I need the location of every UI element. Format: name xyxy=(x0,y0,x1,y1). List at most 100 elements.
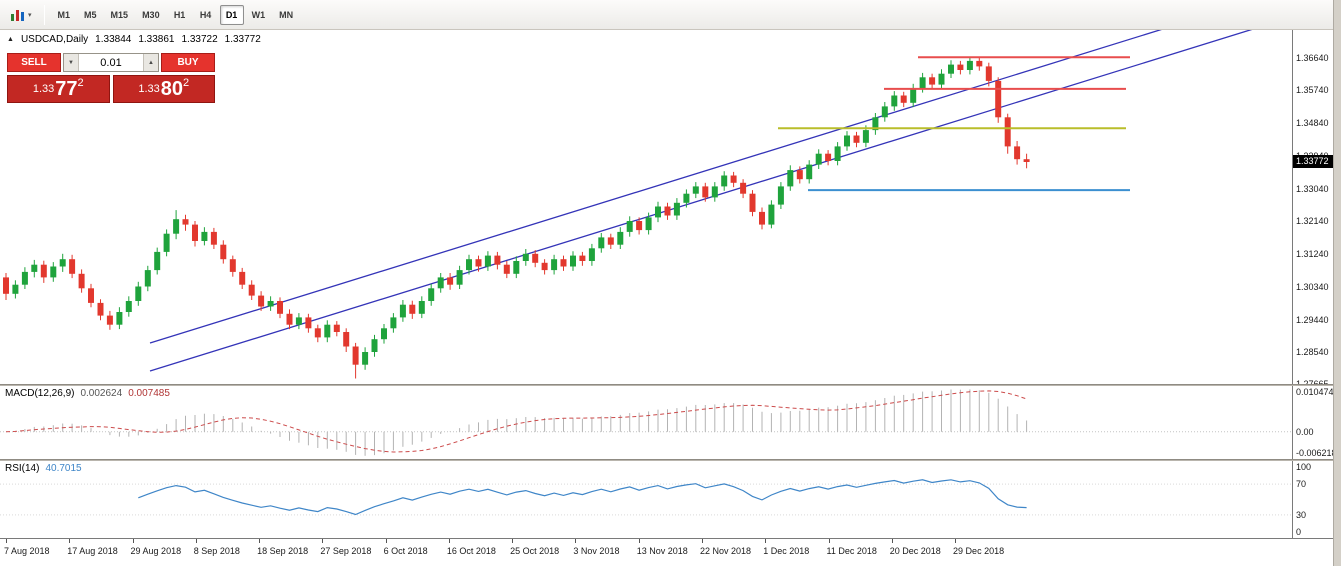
ohlc-close: 1.33772 xyxy=(224,34,261,45)
ohlc-low: 1.33722 xyxy=(181,34,218,45)
price-axis[interactable]: 1.366401.357401.348401.339401.330401.321… xyxy=(1292,30,1333,384)
time-axis-tick xyxy=(765,539,767,543)
time-axis-label: 22 Nov 2018 xyxy=(699,546,752,556)
volume-decrease-button[interactable]: ▼ xyxy=(64,54,79,71)
window-scrollbar[interactable] xyxy=(1333,0,1341,566)
bar-chart-icon xyxy=(10,8,25,22)
time-axis-tick xyxy=(701,539,703,543)
rsi-axis-label: 30 xyxy=(1296,509,1307,520)
candlestick-chart[interactable] xyxy=(0,30,1292,384)
time-axis-label: 11 Dec 2018 xyxy=(826,546,877,556)
time-axis-label: 18 Sep 2018 xyxy=(257,546,309,556)
time-axis-label: 7 Aug 2018 xyxy=(4,546,50,556)
macd-title: MACD(12,26,9) xyxy=(5,388,75,399)
volume-increase-button[interactable]: ▲ xyxy=(143,54,158,71)
time-axis-tick xyxy=(955,539,957,543)
time-axis-tick xyxy=(891,539,893,543)
symbol-label: USDCAD,Daily xyxy=(20,34,89,45)
macd-chart xyxy=(0,389,1292,456)
time-axis-tick xyxy=(575,539,577,543)
panel-splitter[interactable] xyxy=(0,459,1333,461)
rsi-title: RSI(14) xyxy=(5,463,40,474)
buy-price-display[interactable]: 1.33 80 2 xyxy=(112,75,215,103)
buy-button[interactable]: BUY xyxy=(161,53,215,72)
time-axis-tick xyxy=(259,539,261,543)
chevron-up-icon: ▲ xyxy=(148,59,154,66)
price-axis-label: 1.28540 xyxy=(1296,347,1329,358)
time-axis-tick xyxy=(828,539,830,543)
macd-main-value: 0.002624 xyxy=(80,388,123,399)
timeframe-button-M30[interactable]: M30 xyxy=(136,5,166,25)
time-axis[interactable]: 7 Aug 2018 17 Aug 2018 29 Aug 2018 8 Sep 20… xyxy=(0,538,1333,566)
rsi-label: RSI(14) 40.7015 xyxy=(5,463,82,474)
rsi-axis: 100 70 30 0 xyxy=(1292,461,1333,538)
one-click-trade-panel: SELL ▼ 0.01 ▲ BUY 1.33 77 2 1.33 xyxy=(7,53,215,103)
rsi-axis-label: 100 xyxy=(1296,462,1312,472)
time-axis-tick xyxy=(69,539,71,543)
ohlc-open: 1.33844 xyxy=(95,34,132,45)
timeframe-button-D1[interactable]: D1 xyxy=(219,4,244,25)
price-axis-label: 1.36640 xyxy=(1296,52,1329,63)
chart-header: ▲ USDCAD,Daily 1.33844 1.33861 1.33722 1… xyxy=(7,34,261,45)
chevron-down-icon: ▼ xyxy=(68,59,74,66)
price-axis-label: 1.35740 xyxy=(1296,85,1329,96)
chevron-down-icon: ▾ xyxy=(28,11,32,19)
price-axis-label: 1.30340 xyxy=(1296,281,1329,292)
time-axis-label: 3 Nov 2018 xyxy=(573,546,620,556)
macd-axis-label: -0.006218 xyxy=(1296,448,1333,458)
macd-signal-value: 0.007485 xyxy=(128,388,170,399)
timeframe-button-M5[interactable]: M5 xyxy=(78,5,103,25)
rsi-panel[interactable]: 100 70 30 0 RSI(14) 40.7015 xyxy=(0,461,1333,538)
time-axis-label: 13 Nov 2018 xyxy=(636,546,688,556)
time-axis-label: 29 Aug 2018 xyxy=(130,546,182,556)
volume-input[interactable]: 0.01 xyxy=(100,56,122,69)
time-axis-tick xyxy=(512,539,514,543)
timeframe-button-H1[interactable]: H1 xyxy=(168,5,192,25)
time-axis-tick xyxy=(132,539,134,543)
macd-axis: 0.010474 0.00 -0.006218 xyxy=(1292,386,1333,459)
timeframe-button-H4[interactable]: H4 xyxy=(194,5,218,25)
rsi-axis-label: 70 xyxy=(1296,479,1307,490)
rsi-chart xyxy=(0,479,1292,516)
chart-dropdown-button[interactable]: ▾ xyxy=(5,4,37,26)
timeframe-button-group: M1 M5 M15 M30 H1 H4 D1 W1 MN xyxy=(52,4,300,25)
timeframe-toolbar: ▾ M1 M5 M15 M30 H1 H4 D1 W1 MN xyxy=(0,0,1333,30)
macd-axis-label: 0.00 xyxy=(1296,426,1314,437)
time-axis-tick xyxy=(195,539,197,543)
collapse-arrow-icon[interactable]: ▲ xyxy=(7,36,14,43)
price-axis-label: 1.29440 xyxy=(1296,314,1329,325)
sell-button[interactable]: SELL xyxy=(7,53,61,72)
time-axis-label: 6 Oct 2018 xyxy=(383,546,428,556)
macd-panel[interactable]: 0.010474 0.00 -0.006218 MACD(12,26,9) 0.00… xyxy=(0,386,1333,459)
time-axis-label: 8 Sep 2018 xyxy=(193,546,240,556)
toolbar-separator xyxy=(43,4,45,25)
time-axis-tick xyxy=(322,539,324,543)
time-axis-label: 20 Dec 2018 xyxy=(889,546,941,556)
time-axis-tick xyxy=(448,539,450,543)
macd-axis-label: 0.010474 xyxy=(1296,387,1333,397)
rsi-value: 40.7015 xyxy=(45,463,82,474)
time-axis-label: 1 Dec 2018 xyxy=(763,546,810,556)
price-axis-label: 1.33040 xyxy=(1296,183,1329,194)
timeframe-button-W1[interactable]: W1 xyxy=(246,5,272,25)
price-chart-panel[interactable]: 1.366401.357401.348401.339401.330401.321… xyxy=(0,30,1333,384)
time-axis-tick xyxy=(385,539,387,543)
time-axis-label: 17 Aug 2018 xyxy=(67,546,118,556)
timeframe-button-M15[interactable]: M15 xyxy=(105,5,135,25)
price-axis-label: 1.32140 xyxy=(1296,216,1329,227)
price-axis-label: 1.31240 xyxy=(1296,249,1329,260)
panel-splitter[interactable] xyxy=(0,384,1333,386)
timeframe-button-M1[interactable]: M1 xyxy=(52,5,77,25)
time-axis-label: 29 Dec 2018 xyxy=(953,546,1005,556)
price-axis-label: 1.27665 xyxy=(1296,379,1329,384)
sell-price-display[interactable]: 1.33 77 2 xyxy=(7,75,110,103)
timeframe-button-MN[interactable]: MN xyxy=(273,5,299,25)
time-axis-label: 25 Oct 2018 xyxy=(510,546,560,556)
ohlc-high: 1.33861 xyxy=(138,34,175,45)
time-axis-tick xyxy=(638,539,640,543)
time-axis-tick xyxy=(6,539,7,543)
volume-field[interactable]: ▼ 0.01 ▲ xyxy=(63,53,159,72)
time-axis-label: 27 Sep 2018 xyxy=(320,546,372,556)
chart-stack: 1.366401.357401.348401.339401.330401.321… xyxy=(0,30,1333,566)
